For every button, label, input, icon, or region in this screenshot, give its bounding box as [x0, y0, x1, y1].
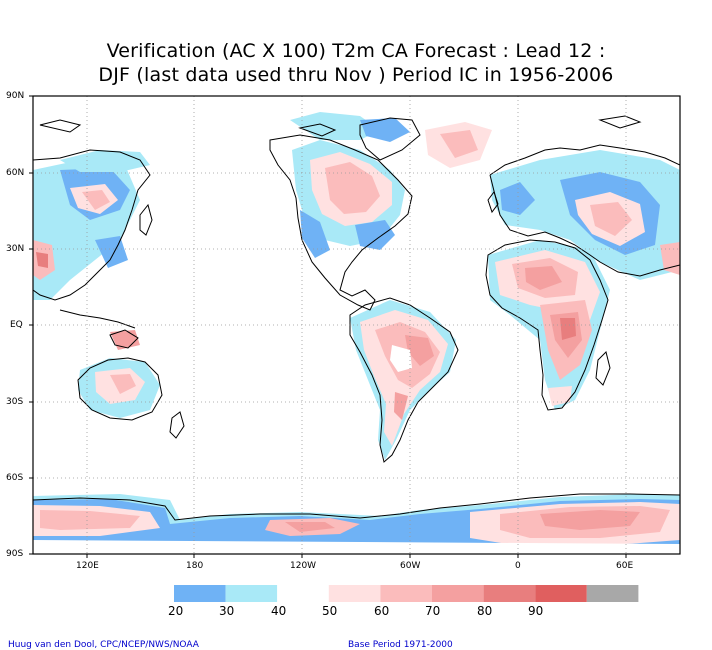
footer-base-period: Base Period 1971-2000 [348, 640, 453, 650]
legend-label-40: 40 [271, 604, 287, 618]
legend-swatch [432, 585, 484, 602]
lat-label-eq: EQ [10, 320, 23, 330]
map-field [33, 96, 680, 554]
lon-label-0: 0 [515, 561, 521, 571]
legend-swatch [225, 585, 278, 602]
graticule [33, 96, 680, 554]
legend-swatch [277, 585, 329, 602]
lon-label-60e: 60E [616, 561, 634, 571]
title-line-2: DJF (last data used thru Nov ) Period IC… [98, 64, 614, 86]
lat-label-60s: 60S [6, 473, 24, 483]
lat-label-90s: 90S [6, 549, 24, 559]
legend-label-30: 30 [219, 604, 235, 618]
lon-label-180: 180 [186, 561, 204, 571]
lat-label-30n: 30N [6, 244, 25, 254]
legend-swatch [483, 585, 536, 602]
legend-label-90: 90 [528, 604, 544, 618]
lat-label-30s: 30S [6, 397, 24, 407]
title-line-1: Verification (AC X 100) T2m CA Forecast … [106, 40, 606, 62]
legend-swatch [535, 585, 587, 602]
lat-label-60n: 60N [6, 168, 25, 178]
coastlines [33, 115, 680, 521]
legend-label-70: 70 [425, 604, 441, 618]
legend-label-50: 50 [322, 604, 338, 618]
lon-label-120e: 120E [76, 561, 99, 571]
legend-swatch [380, 585, 432, 602]
footer-credit: Huug van den Dool, CPC/NCEP/NWS/NOAA [8, 640, 199, 650]
axis-ticks [29, 95, 627, 558]
lat-label-90n: 90N [6, 91, 25, 101]
legend-colorbar [174, 585, 639, 602]
legend-swatch [328, 585, 381, 602]
legend-swatch [174, 585, 226, 602]
legend-label-60: 60 [374, 604, 390, 618]
lon-label-60w: 60W [400, 561, 421, 571]
legend-label-20: 20 [168, 604, 184, 618]
legend-swatch [586, 585, 639, 602]
legend-label-80: 80 [477, 604, 493, 618]
lon-label-120w: 120W [290, 561, 317, 571]
